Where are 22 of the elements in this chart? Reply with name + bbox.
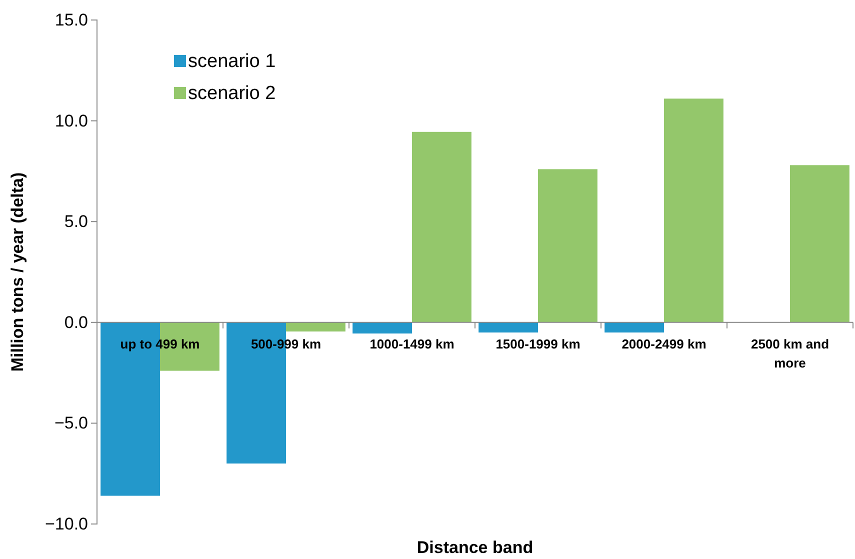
y-tick-label: 15.0 [54, 10, 88, 30]
legend-label: scenario 1 [188, 51, 276, 72]
y-tick-label: −5.0 [54, 414, 88, 433]
x-tick-label: 1500-1999 km [496, 336, 580, 352]
bar [664, 98, 724, 322]
y-axis-title: Million tons / year (delta) [8, 172, 27, 372]
y-tick-label: 5.0 [64, 212, 88, 232]
x-axis-title: Distance band [416, 538, 534, 557]
bar [604, 322, 664, 332]
y-tick-label: 10.0 [54, 111, 88, 130]
bar [352, 322, 412, 334]
y-tick-label: −10.0 [44, 514, 88, 534]
y-tick-label: 0.0 [64, 312, 88, 332]
legend-label: scenario 2 [188, 83, 276, 104]
x-tick-label: 1000-1499 km [370, 336, 454, 352]
bar [790, 165, 850, 322]
x-tick-label: 2000-2499 km [622, 336, 706, 352]
x-tick-label: 2500 km and more [750, 336, 830, 370]
bar [538, 169, 598, 322]
bar [412, 132, 472, 322]
bar [286, 322, 346, 332]
bar [478, 322, 538, 332]
